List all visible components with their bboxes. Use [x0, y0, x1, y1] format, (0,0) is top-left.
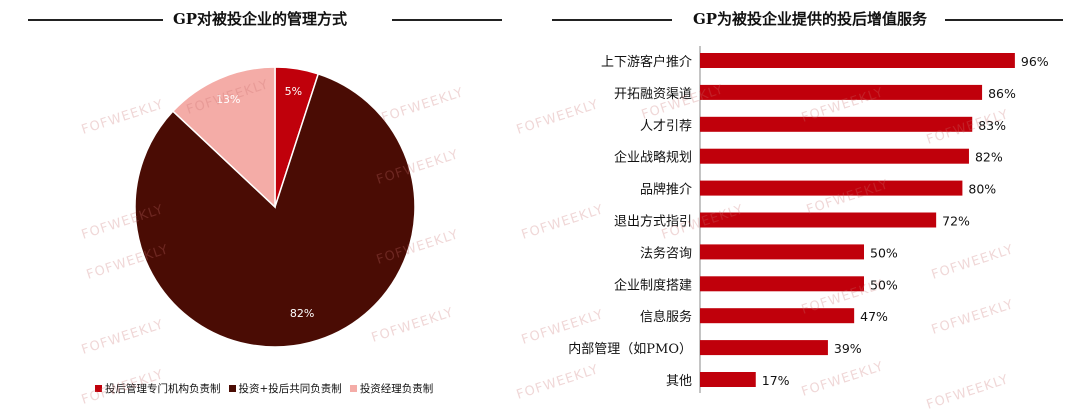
- pie-slice: [171, 66, 276, 209]
- pie-slice-label: 13%: [216, 93, 240, 106]
- title-rule-left: [28, 19, 178, 21]
- value-label: 86%: [988, 86, 1016, 101]
- bar: [700, 148, 969, 164]
- legend-label: 投后管理专门机构负责制: [105, 383, 221, 395]
- bar-title-row: GP为被投企业提供的投后增值服务: [540, 6, 1080, 30]
- bar-panel: GP为被投企业提供的投后增值服务 上下游客户推介 96% 开拓融资渠道 86% 人才引荐…: [540, 0, 1080, 411]
- value-label: 50%: [870, 277, 898, 292]
- bar: [700, 116, 973, 132]
- category-label: 开拓融资渠道: [614, 87, 692, 102]
- category-label: 信息服务: [640, 309, 692, 325]
- legend-item: 投后管理专门机构负责制: [95, 381, 221, 396]
- category-label: 企业战略规划: [614, 150, 692, 166]
- category-label: 企业制度搭建: [614, 277, 692, 293]
- legend-label: 投资经理负责制: [359, 383, 434, 395]
- legend-label: 投资+投后共同负责制: [238, 383, 342, 395]
- pie-title-row: GP对被投企业的管理方式: [0, 6, 520, 30]
- value-label: 83%: [978, 118, 1006, 133]
- pie-chart: 5% 82% 13%: [134, 66, 416, 348]
- category-label: 品牌推介: [640, 182, 692, 198]
- value-label: 39%: [834, 341, 862, 356]
- bar: [700, 340, 828, 356]
- legend-item: 投资经理负责制: [349, 381, 434, 396]
- bar: [700, 84, 983, 100]
- legend-swatch: [228, 385, 236, 392]
- value-label: 82%: [975, 150, 1003, 165]
- category-label: 法务咨询: [640, 245, 692, 261]
- category-label: 内部管理（如PMO）: [568, 341, 692, 357]
- value-label: 50%: [870, 245, 898, 260]
- bar: [700, 372, 756, 387]
- value-label: 80%: [968, 182, 996, 197]
- bar-chart-title: GP为被投企业提供的投后增值服务: [540, 6, 1080, 32]
- bar: [700, 53, 1015, 68]
- bar-title-rule-right: [945, 19, 1063, 21]
- legend-swatch: [95, 385, 102, 392]
- pie-slice-label: 82%: [290, 307, 314, 320]
- category-label: 其他: [666, 374, 692, 389]
- category-label: 退出方式指引: [614, 214, 692, 230]
- category-label: 上下游客户推介: [601, 54, 692, 70]
- pie-panel: GP对被投企业的管理方式 5% 82% 13% 投后管理专门机构负责制 投资+投后共同…: [0, 0, 520, 411]
- bar: [700, 244, 864, 260]
- value-label: 17%: [762, 373, 790, 388]
- value-label: 72%: [942, 214, 970, 229]
- bar: [700, 180, 963, 196]
- title-rule-right: [392, 19, 502, 21]
- value-label: 47%: [860, 309, 888, 324]
- pie-legend: 投后管理专门机构负责制 投资+投后共同负责制 投资经理负责制: [95, 381, 433, 396]
- legend-swatch: [349, 385, 357, 392]
- value-label: 96%: [1021, 54, 1049, 69]
- bar: [700, 308, 855, 324]
- pie-slice-label: 5%: [285, 85, 302, 98]
- bar-title-rule-left: [552, 19, 672, 21]
- bar-chart: 上下游客户推介 96% 开拓融资渠道 86% 人才引荐 83% 企业战略规划 82% 品牌推介 8…: [568, 46, 1049, 393]
- category-label: 人才引荐: [640, 119, 692, 134]
- bar: [700, 276, 864, 292]
- pie-chart-title: GP对被投企业的管理方式: [0, 6, 520, 32]
- bar: [700, 212, 937, 228]
- legend-item: 投资+投后共同负责制: [228, 381, 342, 396]
